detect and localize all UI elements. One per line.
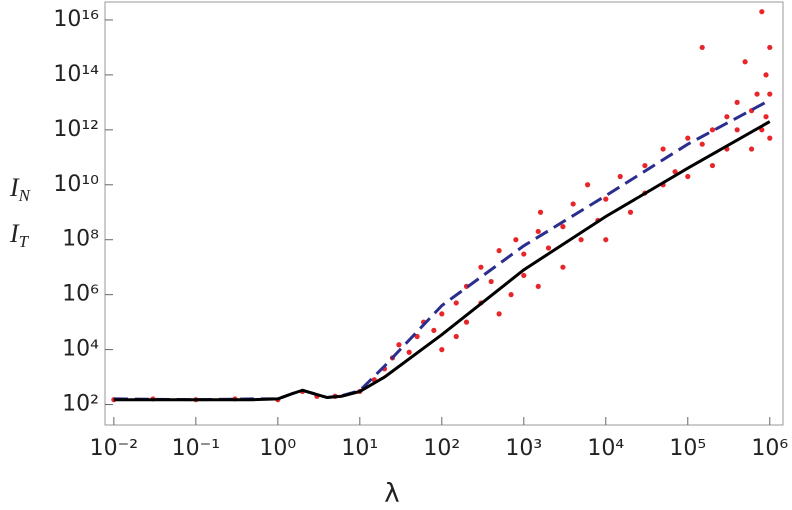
data-point — [535, 228, 541, 235]
data-point — [496, 248, 502, 254]
data-point — [709, 127, 716, 133]
data-point — [431, 327, 437, 333]
data-point — [584, 182, 591, 188]
data-point — [545, 245, 552, 251]
data-point — [603, 237, 609, 243]
data-point — [709, 162, 716, 169]
y-tick-label: 10⁸ — [62, 227, 99, 252]
data-point — [396, 342, 402, 348]
data-point — [642, 162, 648, 169]
x-tick-label: 10⁻¹ — [172, 436, 220, 461]
data-point — [699, 141, 705, 147]
data-point — [617, 173, 623, 180]
data-point — [521, 251, 527, 257]
x-tick-label: 10⁰ — [259, 436, 296, 461]
x-axis-label: λ — [384, 479, 399, 509]
data-point — [660, 146, 666, 152]
data-point — [513, 237, 519, 243]
x-tick-label: 10⁻² — [90, 436, 138, 461]
data-point — [754, 91, 760, 97]
data-point — [560, 224, 566, 230]
data-point — [508, 292, 514, 298]
data-point — [627, 209, 634, 215]
y-axis-label: IT — [9, 219, 30, 251]
data-point — [724, 114, 730, 120]
data-point — [439, 311, 445, 317]
data-point — [685, 173, 691, 180]
data-point — [699, 44, 705, 51]
data-point — [767, 44, 773, 51]
plot-frame — [104, 1, 784, 426]
data-point — [570, 201, 576, 207]
y-tick-label: 10² — [62, 392, 99, 417]
data-point — [767, 135, 773, 141]
y-tick-label: 10⁴ — [62, 337, 99, 362]
line — [113, 120, 771, 402]
data-point — [763, 72, 769, 78]
data-point — [685, 135, 691, 141]
x-tick-label: 10³ — [505, 436, 542, 461]
data-point — [537, 209, 544, 215]
data-point — [578, 237, 584, 243]
data-point — [453, 333, 459, 340]
x-tick-label: 10² — [423, 436, 460, 461]
data-point — [478, 264, 484, 270]
data-point — [488, 278, 494, 285]
data-point — [463, 319, 470, 325]
data-point — [603, 196, 609, 202]
y-axis-label: IN — [9, 173, 32, 205]
data-point — [560, 264, 566, 270]
data-point — [439, 346, 445, 353]
data-point — [453, 300, 459, 306]
data-point — [734, 99, 740, 105]
x-tick-label: 10¹ — [341, 436, 378, 461]
y-tick-label: 10¹⁶ — [53, 7, 99, 32]
data-point — [748, 146, 755, 152]
data-point — [763, 114, 769, 120]
data-point — [672, 169, 678, 175]
data-point — [406, 349, 412, 355]
data-point — [734, 127, 740, 133]
data-point — [521, 272, 527, 279]
y-tick-label: 10¹⁰ — [53, 172, 99, 197]
data-point — [742, 59, 748, 65]
data-point — [767, 91, 773, 97]
data-point — [496, 311, 502, 317]
y-tick-label: 10¹⁴ — [53, 62, 99, 87]
x-tick-label: 10⁶ — [751, 436, 788, 461]
line — [113, 98, 771, 402]
data-point — [535, 283, 541, 289]
x-tick-label: 10⁵ — [669, 436, 706, 461]
y-tick-label: 10⁶ — [62, 282, 99, 307]
y-tick-label: 10¹² — [53, 117, 99, 142]
x-tick-label: 10⁴ — [587, 436, 624, 461]
data-point — [759, 9, 765, 15]
